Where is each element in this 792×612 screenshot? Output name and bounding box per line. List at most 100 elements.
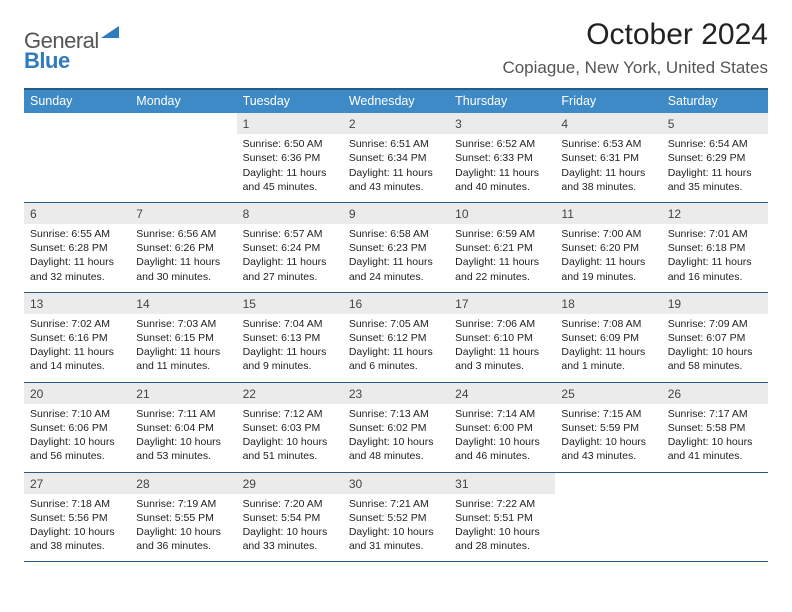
calendar-cell-empty: . — [130, 113, 236, 202]
daylight-text: Daylight: 11 hours and 14 minutes. — [30, 345, 124, 373]
cell-body: Sunrise: 7:17 AMSunset: 5:58 PMDaylight:… — [662, 404, 768, 472]
daylight-text: Daylight: 10 hours and 56 minutes. — [30, 435, 124, 463]
day-number: 22 — [237, 383, 343, 404]
calendar-cell: 17Sunrise: 7:06 AMSunset: 6:10 PMDayligh… — [449, 293, 555, 382]
calendar-cell: 25Sunrise: 7:15 AMSunset: 5:59 PMDayligh… — [555, 383, 661, 472]
cell-body — [555, 494, 661, 505]
daylight-text: Daylight: 10 hours and 41 minutes. — [668, 435, 762, 463]
title-block: October 2024 Copiague, New York, United … — [502, 18, 768, 78]
cell-body: Sunrise: 7:09 AMSunset: 6:07 PMDaylight:… — [662, 314, 768, 382]
day-number: 1 — [237, 113, 343, 134]
day-number: 11 — [555, 203, 661, 224]
sunset-text: Sunset: 5:51 PM — [455, 511, 549, 525]
calendar-cell: 18 Sunrise: 7:08 AMSunset: 6:09 PMDayligh… — [555, 293, 661, 382]
calendar-cell: 19Sunrise: 7:09 AMSunset: 6:07 PMDayligh… — [662, 293, 768, 382]
day-number: 28 — [130, 473, 236, 494]
calendar-cell: 29Sunrise: 7:20 AMSunset: 5:54 PMDayligh… — [237, 473, 343, 562]
cell-body — [130, 134, 236, 145]
day-number: 23 — [343, 383, 449, 404]
sunrise-text: Sunrise: 7:03 AM — [136, 317, 230, 331]
sunset-text: Sunset: 6:28 PM — [30, 241, 124, 255]
cell-body: Sunrise: 7:21 AMSunset: 5:52 PMDaylight:… — [343, 494, 449, 562]
day-header-row: SundayMondayTuesdayWednesdayThursdayFrid… — [24, 88, 768, 113]
day-number: 25 — [555, 383, 661, 404]
sunset-text: Sunset: 6:36 PM — [243, 151, 337, 165]
calendar-cell: 13Sunrise: 7:02 AMSunset: 6:16 PMDayligh… — [24, 293, 130, 382]
sunset-text: Sunset: 5:59 PM — [561, 421, 655, 435]
sunset-text: Sunset: 6:23 PM — [349, 241, 443, 255]
daylight-text: Daylight: 11 hours and 6 minutes. — [349, 345, 443, 373]
calendar-cell: 8Sunrise: 6:57 AMSunset: 6:24 PMDaylight… — [237, 203, 343, 292]
cell-body: Sunrise: 7:01 AMSunset: 6:18 PMDaylight:… — [662, 224, 768, 292]
calendar-cell-empty: . — [662, 473, 768, 562]
cell-body: Sunrise: 7:22 AMSunset: 5:51 PMDaylight:… — [449, 494, 555, 562]
cell-body: Sunrise: 6:53 AMSunset: 6:31 PMDaylight:… — [555, 134, 661, 202]
calendar-cell: 9Sunrise: 6:58 AMSunset: 6:23 PMDaylight… — [343, 203, 449, 292]
daylight-text: Daylight: 10 hours and 58 minutes. — [668, 345, 762, 373]
daylight-text: Daylight: 11 hours and 9 minutes. — [243, 345, 337, 373]
cell-body: Sunrise: 6:57 AMSunset: 6:24 PMDaylight:… — [237, 224, 343, 292]
day-number: 13 — [24, 293, 130, 314]
calendar-cell: 11Sunrise: 7:00 AMSunset: 6:20 PMDayligh… — [555, 203, 661, 292]
cell-body: Sunrise: 6:59 AMSunset: 6:21 PMDaylight:… — [449, 224, 555, 292]
week-row: 6Sunrise: 6:55 AMSunset: 6:28 PMDaylight… — [24, 203, 768, 293]
day-number: 18 — [555, 293, 661, 314]
logo-triangle-icon — [101, 24, 119, 38]
sunrise-text: Sunrise: 7:15 AM — [561, 407, 655, 421]
day-number: 14 — [130, 293, 236, 314]
cell-body: Sunrise: 7:03 AMSunset: 6:15 PMDaylight:… — [130, 314, 236, 382]
daylight-text: Daylight: 11 hours and 1 minute. — [561, 345, 655, 373]
calendar-cell: 1Sunrise: 6:50 AMSunset: 6:36 PMDaylight… — [237, 113, 343, 202]
sunset-text: Sunset: 6:21 PM — [455, 241, 549, 255]
daylight-text: Daylight: 10 hours and 31 minutes. — [349, 525, 443, 553]
cell-body — [24, 134, 130, 145]
sunset-text: Sunset: 6:13 PM — [243, 331, 337, 345]
sunset-text: Sunset: 5:52 PM — [349, 511, 443, 525]
sunrise-text: Sunrise: 6:56 AM — [136, 227, 230, 241]
sunrise-text: Sunrise: 7:08 AM — [561, 317, 655, 331]
day-number: 6 — [24, 203, 130, 224]
daylight-text: Daylight: 11 hours and 27 minutes. — [243, 255, 337, 283]
daylight-text: Daylight: 10 hours and 28 minutes. — [455, 525, 549, 553]
sunrise-text: Sunrise: 6:51 AM — [349, 137, 443, 151]
calendar-cell-empty: . — [555, 473, 661, 562]
sunrise-text: Sunrise: 7:18 AM — [30, 497, 124, 511]
sunrise-text: Sunrise: 6:55 AM — [30, 227, 124, 241]
logo: General Blue — [24, 24, 119, 74]
cell-body: Sunrise: 6:54 AMSunset: 6:29 PMDaylight:… — [662, 134, 768, 202]
day-number: 5 — [662, 113, 768, 134]
sunset-text: Sunset: 6:06 PM — [30, 421, 124, 435]
day-number: . — [24, 113, 130, 134]
cell-body: Sunrise: 7:05 AMSunset: 6:12 PMDaylight:… — [343, 314, 449, 382]
calendar-cell: 20Sunrise: 7:10 AMSunset: 6:06 PMDayligh… — [24, 383, 130, 472]
sunset-text: Sunset: 6:02 PM — [349, 421, 443, 435]
cell-body: Sunrise: 6:56 AMSunset: 6:26 PMDaylight:… — [130, 224, 236, 292]
calendar-cell: 3Sunrise: 6:52 AMSunset: 6:33 PMDaylight… — [449, 113, 555, 202]
cell-body: Sunrise: 6:55 AMSunset: 6:28 PMDaylight:… — [24, 224, 130, 292]
sunrise-text: Sunrise: 7:12 AM — [243, 407, 337, 421]
day-header-cell: Sunday — [24, 90, 130, 113]
sunset-text: Sunset: 5:56 PM — [30, 511, 124, 525]
day-header-cell: Wednesday — [343, 90, 449, 113]
day-number: 20 — [24, 383, 130, 404]
day-number: 17 — [449, 293, 555, 314]
daylight-text: Daylight: 11 hours and 16 minutes. — [668, 255, 762, 283]
daylight-text: Daylight: 11 hours and 24 minutes. — [349, 255, 443, 283]
calendar-cell: 12Sunrise: 7:01 AMSunset: 6:18 PMDayligh… — [662, 203, 768, 292]
sunrise-text: Sunrise: 7:05 AM — [349, 317, 443, 331]
daylight-text: Daylight: 10 hours and 51 minutes. — [243, 435, 337, 463]
sunset-text: Sunset: 6:09 PM — [561, 331, 655, 345]
calendar-cell: 7Sunrise: 6:56 AMSunset: 6:26 PMDaylight… — [130, 203, 236, 292]
day-number: 3 — [449, 113, 555, 134]
day-number: 24 — [449, 383, 555, 404]
daylight-text: Daylight: 11 hours and 38 minutes. — [561, 166, 655, 194]
daylight-text: Daylight: 10 hours and 36 minutes. — [136, 525, 230, 553]
daylight-text: Daylight: 11 hours and 32 minutes. — [30, 255, 124, 283]
sunset-text: Sunset: 6:12 PM — [349, 331, 443, 345]
sunset-text: Sunset: 6:10 PM — [455, 331, 549, 345]
sunset-text: Sunset: 6:24 PM — [243, 241, 337, 255]
sunrise-text: Sunrise: 7:01 AM — [668, 227, 762, 241]
cell-body: Sunrise: 7:00 AMSunset: 6:20 PMDaylight:… — [555, 224, 661, 292]
cell-body: Sunrise: 7:13 AMSunset: 6:02 PMDaylight:… — [343, 404, 449, 472]
day-header-cell: Saturday — [662, 90, 768, 113]
